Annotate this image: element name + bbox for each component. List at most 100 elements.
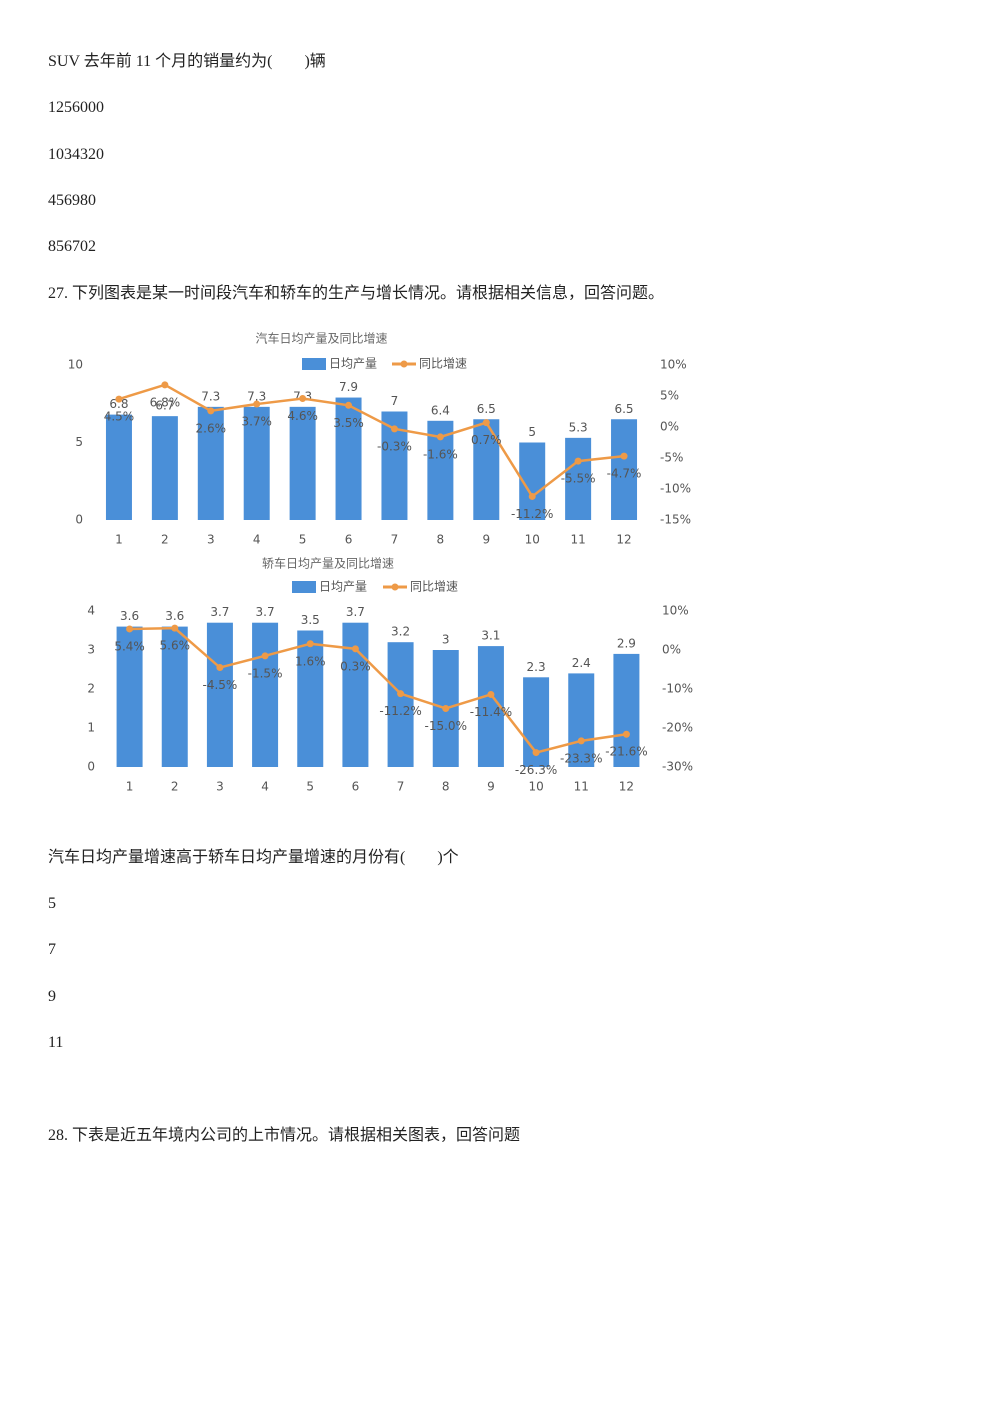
line-point — [261, 652, 269, 660]
bar — [565, 437, 592, 520]
bar — [568, 673, 595, 767]
option: 856702 — [48, 238, 96, 255]
y2-tick-label: -20% — [662, 721, 693, 735]
line-point — [574, 457, 582, 465]
line-point — [532, 749, 540, 757]
y-tick-label: 2 — [87, 682, 95, 696]
line-value-label: 2.6% — [196, 421, 227, 435]
line-value-label: -21.6% — [605, 745, 647, 759]
x-tick-label: 8 — [437, 533, 445, 547]
bar — [613, 653, 640, 767]
line-value-label: 3.5% — [333, 416, 364, 430]
line-point — [577, 737, 585, 745]
bar-value-label: 2.3 — [527, 660, 546, 674]
x-tick-label: 7 — [391, 533, 399, 547]
bar-value-label: 3.7 — [256, 605, 275, 619]
line-value-label: 0.3% — [340, 659, 371, 673]
line-point — [442, 705, 450, 712]
bar-value-label: 3 — [442, 633, 450, 647]
question-stem: 汽车日均产量增速高于轿车日均产量增速的月份有( )个 — [48, 849, 459, 866]
x-tick-label: 5 — [299, 533, 307, 547]
bar-value-label: 6.7 — [155, 399, 174, 413]
legend-label: 同比增速 — [419, 357, 467, 371]
line-value-label: -23.3% — [560, 751, 602, 765]
y2-tick-label: 10% — [662, 604, 689, 618]
line-value-label: -11.2% — [379, 704, 421, 718]
x-tick-label: 9 — [487, 780, 495, 794]
option: 11 — [48, 1034, 64, 1051]
line-value-label: -0.3% — [377, 439, 412, 453]
bar-value-label: 3.1 — [481, 629, 500, 643]
y-tick-label: 0 — [87, 760, 95, 774]
bar — [289, 406, 316, 520]
legend-swatch — [292, 581, 316, 593]
line-point — [171, 624, 179, 632]
line-point — [351, 645, 359, 653]
legend-swatch — [400, 360, 408, 368]
x-tick-label: 6 — [352, 780, 360, 794]
x-tick-label: 9 — [482, 533, 490, 547]
x-tick-label: 10 — [525, 533, 540, 547]
x-tick-label: 4 — [261, 780, 269, 794]
line-value-label: 3.7% — [241, 415, 272, 429]
line-value-label: 4.5% — [104, 410, 135, 424]
bar-value-label: 2.9 — [617, 636, 636, 650]
x-tick-label: 1 — [126, 780, 134, 794]
bar — [161, 626, 188, 767]
line-value-label: 5.6% — [160, 639, 191, 653]
x-tick-label: 2 — [161, 533, 169, 547]
line-value-label: -4.7% — [607, 467, 642, 481]
line-point — [161, 381, 169, 389]
bar-value-label: 3.7 — [346, 605, 365, 619]
bar-value-label: 6.4 — [431, 403, 450, 417]
x-tick-label: 2 — [171, 780, 179, 794]
line-point — [390, 425, 398, 433]
bar-value-label: 7 — [391, 394, 399, 408]
line-point — [622, 730, 630, 738]
y2-tick-label: -10% — [662, 682, 693, 696]
y-tick-label: 4 — [87, 604, 95, 618]
line-value-label: -5.5% — [561, 472, 596, 486]
chart-title: 汽车日均产量及同比增速 — [255, 331, 387, 346]
line — [129, 626, 627, 754]
x-tick-label: 12 — [616, 533, 631, 547]
line-point — [397, 690, 405, 698]
line-value-label: -1.5% — [248, 666, 283, 680]
line-value-label: -11.2% — [511, 507, 553, 521]
x-tick-label: 7 — [397, 780, 405, 794]
line-point — [306, 640, 314, 648]
line-point — [487, 690, 495, 698]
legend-label: 日均产量 — [319, 580, 367, 594]
legend-label: 日均产量 — [329, 357, 377, 371]
bar-value-label: 3.7 — [210, 605, 229, 619]
bar — [297, 630, 324, 767]
bar-value-label: 7.9 — [339, 380, 358, 394]
bar — [206, 622, 233, 767]
bar-value-label: 3.6 — [120, 609, 139, 623]
line-point — [299, 394, 307, 402]
bar-value-label: 6.5 — [614, 402, 633, 416]
y2-tick-label: 5% — [660, 389, 679, 403]
x-tick-label: 6 — [345, 533, 353, 547]
y-tick-label: 1 — [87, 721, 95, 735]
line-point — [482, 419, 490, 427]
question-intro: 27. 下列图表是某一时间段汽车和轿车的生产与增长情况。请根据相关信息，回答问题… — [48, 285, 665, 302]
line-value-label: -1.6% — [423, 447, 458, 461]
bar — [611, 419, 638, 520]
y-tick-label: 3 — [87, 643, 95, 657]
y2-tick-label: -15% — [660, 513, 691, 527]
y2-tick-label: 0% — [662, 643, 681, 657]
bar — [197, 406, 224, 520]
line-point — [126, 625, 134, 633]
bar-value-label: 5 — [528, 425, 536, 439]
line-value-label: -4.5% — [203, 678, 238, 692]
bar-value-label: 5.3 — [569, 420, 588, 434]
x-tick-label: 1 — [115, 533, 123, 547]
x-tick-label: 3 — [216, 780, 224, 794]
y2-tick-label: -5% — [660, 451, 683, 465]
bar-value-label: 6.5 — [477, 402, 496, 416]
line-value-label: -11.4% — [470, 705, 512, 719]
